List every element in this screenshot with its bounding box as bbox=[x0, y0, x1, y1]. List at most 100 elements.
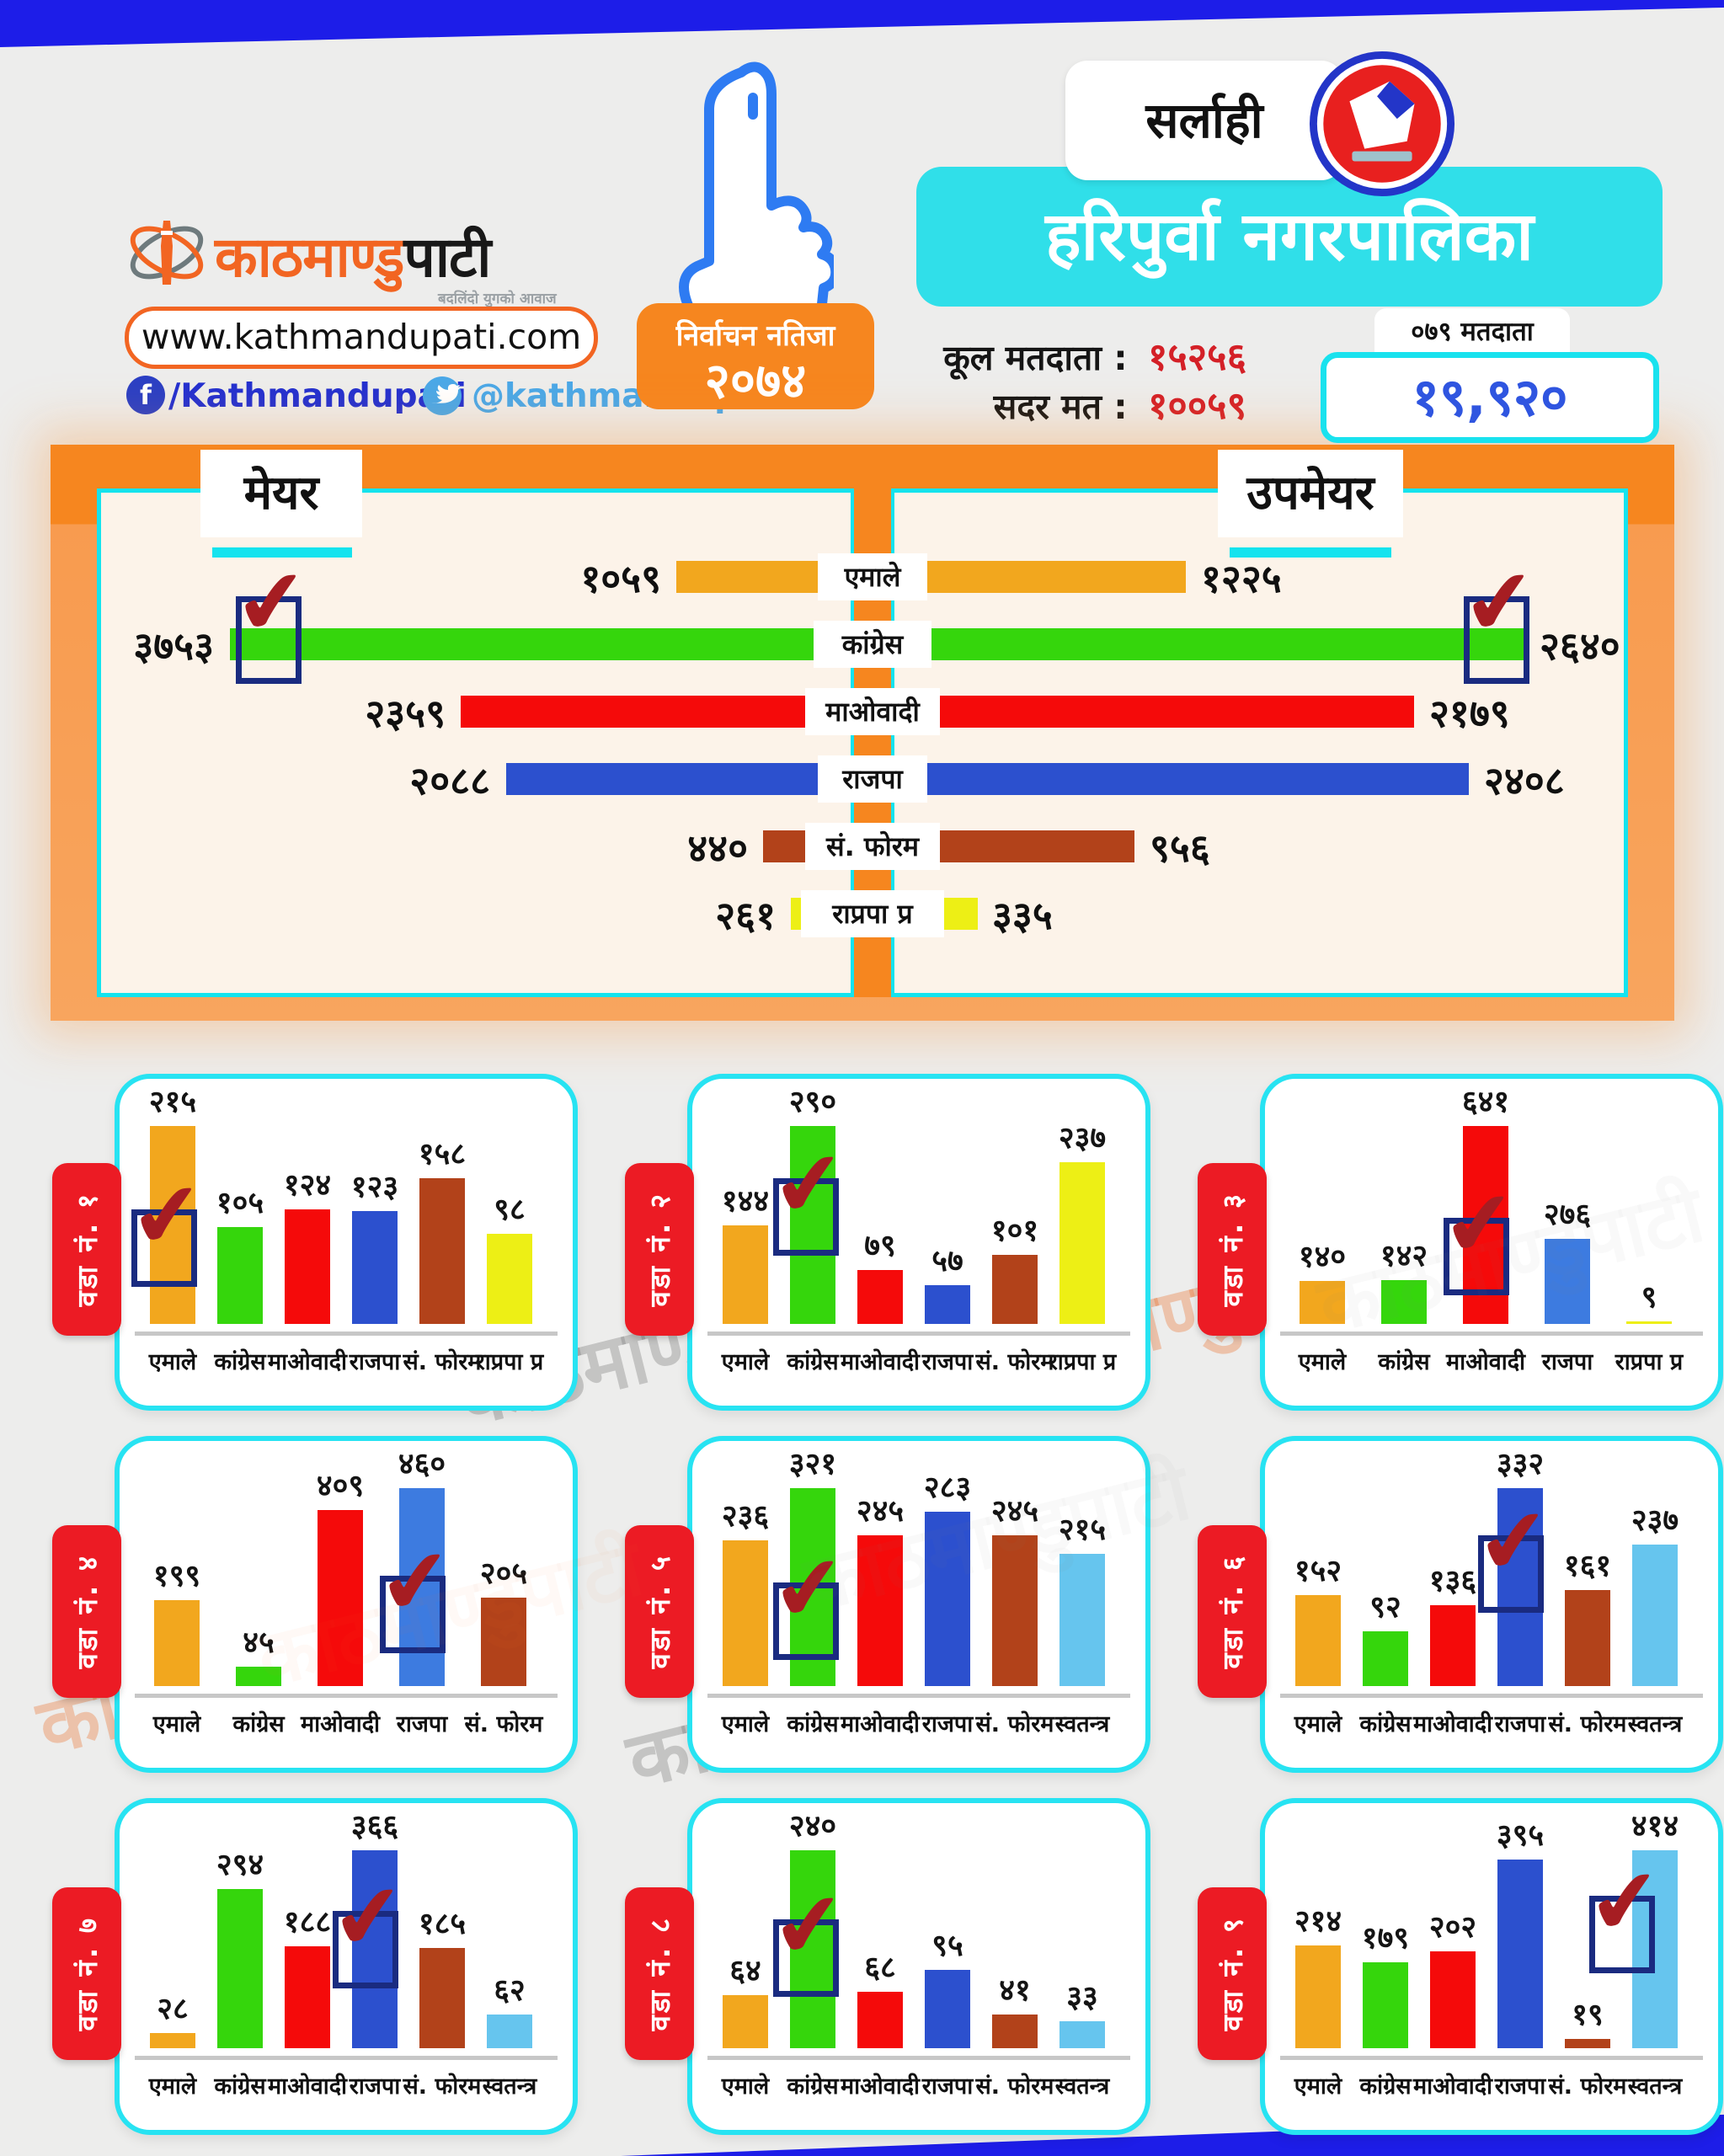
bar-group: ६४ bbox=[699, 1949, 792, 2048]
ward-6-chart: वडा नं. ६ १५२ ९२ १३६ ३३२ १६१ २३७ एमाले क… bbox=[1198, 1436, 1723, 1773]
bar-value: ९ bbox=[1641, 1279, 1657, 1315]
valid-votes-row: सदर मत : १००५९ bbox=[916, 379, 1246, 430]
deputy-mayor-title: उपमेयर bbox=[1218, 450, 1403, 537]
x-axis bbox=[135, 1331, 558, 1336]
check-icon: ✔ bbox=[1583, 1846, 1668, 1957]
bar bbox=[217, 1889, 263, 2048]
bar bbox=[150, 1126, 195, 1324]
deputy-value: २१७९ bbox=[1429, 691, 1510, 736]
bar bbox=[1059, 1162, 1105, 1324]
bar-group: २३७ bbox=[1609, 1498, 1701, 1686]
bar-value: २७६ bbox=[1543, 1197, 1592, 1232]
x-axis bbox=[135, 2056, 558, 2060]
bar-value: १४२ bbox=[1380, 1238, 1428, 1273]
brand-title-black: पाटी bbox=[403, 225, 491, 290]
deputy-bar-congress bbox=[893, 628, 1524, 660]
bar-value: १०५ bbox=[216, 1186, 264, 1221]
deputy-value: २४०८ bbox=[1484, 758, 1565, 803]
deputy-value: २६४० bbox=[1540, 623, 1620, 669]
bar-value: १८८ bbox=[283, 1905, 332, 1940]
ward-3-chart: वडा नं. ३ १४० १४२ ६४१ २७६ ९ एमाले कांग्र… bbox=[1198, 1074, 1723, 1411]
bar bbox=[236, 1667, 281, 1686]
ward-1-chart: वडा नं. १ २१५ १०५ १२४ १२३ १५८ ९८ एमाले क… bbox=[52, 1074, 578, 1411]
check-icon: ✔ bbox=[326, 1861, 411, 1972]
election-result-badge: निर्वाचन नतिजा २०७४ bbox=[637, 303, 874, 409]
bar-group: ६२ bbox=[463, 1968, 556, 2048]
bar-group: १०१ bbox=[969, 1209, 1061, 1324]
bar-value: १८५ bbox=[418, 1907, 467, 1942]
x-tick: एमाले bbox=[1294, 1711, 1342, 1737]
x-axis bbox=[707, 1331, 1130, 1336]
bar-value: ७९ bbox=[864, 1229, 896, 1264]
badge-line1: निर्वाचन नतिजा bbox=[675, 319, 835, 353]
badge-line2: २०७४ bbox=[704, 352, 807, 409]
x-tick: सं. फोरम bbox=[403, 2073, 482, 2100]
bar-value: ४६० bbox=[398, 1446, 446, 1481]
bar bbox=[1626, 1321, 1672, 1324]
party-label-maoist: माओवादी bbox=[805, 688, 940, 735]
turnout-tab: ०७९ मतदाता bbox=[1374, 308, 1570, 355]
bar bbox=[285, 1946, 330, 2048]
check-icon: ✔ bbox=[766, 1129, 851, 1240]
x-tick: स्वतन्त्र bbox=[1627, 1711, 1683, 1737]
winner-checkbox: ✔ bbox=[374, 1527, 457, 1653]
bar bbox=[1295, 1945, 1341, 2048]
winner-checkbox: ✔ bbox=[1583, 1847, 1667, 1973]
x-tick: कांग्रेस bbox=[787, 1711, 839, 1737]
bar-value: १३६ bbox=[1428, 1563, 1477, 1598]
x-tick: कांग्रेस bbox=[214, 2073, 266, 2100]
x-tick: माओवादी bbox=[1445, 1349, 1526, 1375]
bar-group: १७९ bbox=[1339, 1916, 1432, 2048]
party-label-forum: सं. फोरम bbox=[805, 823, 940, 870]
bar bbox=[723, 1995, 768, 2048]
ward-7-label: वडा नं. ७ bbox=[70, 1916, 104, 2031]
district-title: सर्लाही bbox=[1065, 61, 1343, 180]
deputy-bar-rajpa bbox=[893, 763, 1469, 795]
bar-value: ३२१ bbox=[788, 1447, 837, 1482]
ward-9-chart: वडा नं. ९ २१४ १७९ २०२ ३९५ १९ ४१४ एमाले क… bbox=[1198, 1798, 1723, 2135]
bar-group: १४२ bbox=[1358, 1234, 1450, 1324]
x-tick: कांग्रेस bbox=[232, 1711, 285, 1737]
bar-group: ९५ bbox=[901, 1924, 994, 2048]
winner-checkbox: ✔ bbox=[125, 1161, 209, 1287]
bar-group: ३६६ bbox=[328, 1804, 421, 2048]
x-tick: माओवादी bbox=[840, 1711, 921, 1737]
ward-5-label: वडा नं. ५ bbox=[643, 1554, 676, 1669]
brand-title: काठमाण्डुपाटी bbox=[215, 217, 491, 293]
brand-tagline: बदलिंदो युगको आवाज bbox=[438, 291, 557, 307]
bar bbox=[1363, 1630, 1408, 1686]
bar-value: १९९ bbox=[152, 1559, 201, 1594]
facebook-icon[interactable]: f bbox=[126, 376, 165, 414]
deputy-bar-uml bbox=[893, 561, 1186, 593]
bar bbox=[1300, 1280, 1345, 1324]
bar-value: २१५ bbox=[148, 1085, 197, 1120]
twitter-icon[interactable] bbox=[421, 376, 463, 416]
bar-value: ४५ bbox=[243, 1625, 275, 1661]
x-tick: कांग्रेस bbox=[1378, 1349, 1430, 1375]
ward-8-label: वडा नं. ८ bbox=[643, 1916, 676, 2031]
x-axis bbox=[135, 1694, 558, 1698]
website-link[interactable]: www.kathmandupati.com bbox=[125, 307, 598, 369]
ward-7-tab: वडा नं. ७ bbox=[52, 1887, 121, 2060]
bar-value: २८ bbox=[157, 1992, 189, 2027]
mayor-bar-maoist bbox=[461, 696, 852, 728]
bar-group: २३७ bbox=[1036, 1116, 1129, 1324]
turnout-value: १९,९२० bbox=[1321, 352, 1659, 443]
x-tick: राजपा bbox=[349, 2073, 401, 2100]
bar bbox=[150, 2033, 195, 2048]
x-tick: माओवादी bbox=[1412, 2073, 1493, 2100]
bar-value: ३३२ bbox=[1496, 1446, 1545, 1481]
winner-checkbox: ✔ bbox=[327, 1862, 410, 1988]
x-tick: कांग्रेस bbox=[1359, 2073, 1412, 2100]
x-tick: सं. फोरम bbox=[403, 1349, 482, 1375]
facebook-handle[interactable]: /Kathmandupati bbox=[168, 377, 467, 415]
ward-3-label: वडा नं. ३ bbox=[1215, 1192, 1249, 1307]
bar-value: ३३ bbox=[1066, 1979, 1098, 2015]
bar bbox=[1545, 1238, 1590, 1324]
bar-value: २९० bbox=[788, 1085, 837, 1120]
ward-2-chart: वडा नं. २ १४४ २९० ७९ ५७ १०१ २३७ एमाले का… bbox=[625, 1074, 1150, 1411]
x-tick: कांग्रेस bbox=[787, 2073, 839, 2100]
x-tick: राजपा bbox=[1494, 2073, 1546, 2100]
bar-value: ६८ bbox=[864, 1951, 896, 1986]
mayor-winner-checkbox: ✔ bbox=[230, 547, 313, 684]
